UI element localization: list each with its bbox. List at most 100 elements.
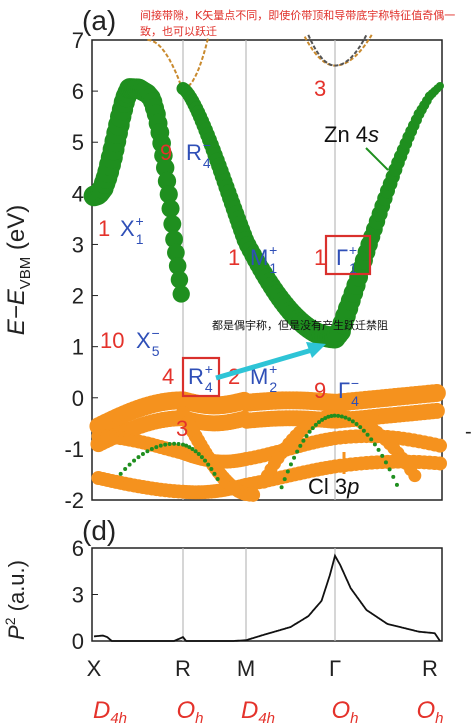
deg-1-x: 1 xyxy=(98,216,110,241)
cb-point xyxy=(161,199,180,218)
vb-green-dot xyxy=(209,467,214,472)
sym-d4h-1: D4h xyxy=(93,697,127,727)
vb-green-dot xyxy=(332,413,337,418)
y-tick-label-a: 2 xyxy=(72,284,84,309)
vb-green-dot xyxy=(339,414,344,419)
vb-green-dot xyxy=(343,415,348,420)
vb-green-dot xyxy=(313,422,318,427)
panel-a-label: (a) xyxy=(82,5,116,36)
zn-4s-label: Zn 4s xyxy=(324,122,379,147)
y-tick-label-a: 7 xyxy=(72,28,84,53)
vb-green-dot xyxy=(167,441,172,446)
deg-9-r: 9 xyxy=(160,140,172,165)
sym-oh-1: Oh xyxy=(176,697,203,727)
cb-point xyxy=(163,215,182,233)
kpoint-m: M xyxy=(237,656,255,681)
ylabel-main-a: E−E xyxy=(3,288,30,335)
vb-green-dot xyxy=(361,428,366,433)
vb-low-point xyxy=(433,456,447,471)
vb-green-dot xyxy=(203,458,208,463)
y-tick-label-d: 3 xyxy=(72,583,84,608)
vb-green-dot xyxy=(279,485,284,490)
label-gamma4-minus: Γ4− xyxy=(338,375,359,409)
vb-green-dot xyxy=(123,467,128,472)
vb-green-dot xyxy=(316,420,321,425)
sym-d4h-2: D4h xyxy=(241,697,275,727)
upper-band-1 xyxy=(147,39,184,92)
sym-oh-3: Oh xyxy=(416,697,443,727)
y-tick-label-a: -1 xyxy=(64,437,84,462)
vb-mid-point xyxy=(433,438,447,453)
vb-green-dot xyxy=(172,441,177,446)
vb-green-dot xyxy=(310,426,315,431)
vb-green-dot xyxy=(132,458,137,463)
deg-10: 10 xyxy=(100,328,124,353)
kpoint-x: X xyxy=(87,656,102,681)
vb-top-point xyxy=(427,383,446,402)
vb-green-dot xyxy=(394,482,399,487)
vb-green-dot xyxy=(154,445,159,450)
svg-text:P2 (a.u.): P2 (a.u.) xyxy=(2,560,29,640)
panel-d-frame xyxy=(91,547,443,642)
vb-green-dot xyxy=(206,462,211,467)
vb-green-dot xyxy=(292,455,297,460)
vb-green-dot xyxy=(163,442,168,447)
vb-arc-point xyxy=(408,469,422,483)
label-m1-plus: M1+ xyxy=(250,242,277,276)
label-r4-minus: R4− xyxy=(186,137,211,171)
upper-band-4 xyxy=(307,34,368,67)
site-symmetry-labels: D4h Oh D4h Oh Oh xyxy=(93,697,444,727)
ylabel-sub-a: VBM xyxy=(17,257,34,290)
zn-pointer-line xyxy=(365,147,389,171)
vb-green-dot xyxy=(199,455,204,460)
vb-green-dot xyxy=(149,446,154,451)
vb-green-dot xyxy=(347,417,352,422)
deg-3-top: 3 xyxy=(314,76,326,101)
cb-point xyxy=(172,285,190,303)
panel-d: 0 3 6 xyxy=(72,536,443,654)
label-r4-plus: R4+ xyxy=(188,361,213,395)
vb-green-dot xyxy=(298,443,303,448)
label-x1-plus: X1+ xyxy=(120,213,144,247)
p2-curve xyxy=(93,553,441,642)
vb-green-dot xyxy=(140,452,145,456)
cb-point xyxy=(170,270,189,289)
vb-green-dot xyxy=(181,442,185,447)
cb-point xyxy=(167,243,185,262)
y-axis-label-d: P2 (a.u.) xyxy=(2,560,29,640)
kpoint-labels: X R M Γ R xyxy=(87,656,438,681)
vb-green-dot xyxy=(282,477,287,482)
y-tick-label-a: 3 xyxy=(72,232,84,257)
deg-1-m: 1 xyxy=(228,245,240,270)
vb-green-dot xyxy=(118,471,123,476)
vb-green-dot xyxy=(145,449,150,454)
vb-green-dot xyxy=(387,467,392,472)
cb-point xyxy=(168,257,187,275)
label-m2-plus: M2+ xyxy=(250,361,277,395)
y-tick-label-a: 1 xyxy=(72,335,84,360)
cb-point xyxy=(165,230,184,249)
vb-green-dot xyxy=(295,449,300,454)
vb-green-dot xyxy=(320,417,325,422)
deg-9-gamma: 9 xyxy=(314,378,326,403)
vb-green-dot xyxy=(380,453,385,458)
vb-green-dot xyxy=(127,462,132,467)
vb-green-dot xyxy=(307,429,312,434)
y-tick-label-d: 0 xyxy=(72,629,84,654)
cb-point xyxy=(436,82,444,90)
vb-green-dot xyxy=(365,432,370,437)
panel-a: -2 -1 0 1 2 3 4 5 6 7 xyxy=(64,28,447,513)
y-tick-label-a: 0 xyxy=(72,386,84,411)
vb-green-dot xyxy=(376,447,381,452)
ylabel-main-d: P xyxy=(4,625,29,640)
vb-green-dot xyxy=(391,474,396,479)
vb-green-dot xyxy=(158,443,163,448)
cb-point xyxy=(157,171,177,191)
vb-green-dot xyxy=(323,416,328,421)
vb-green-dot xyxy=(329,413,334,418)
vb-green-dot xyxy=(301,438,306,443)
vb-drop-point xyxy=(246,487,261,502)
vb-green-dot xyxy=(358,425,363,430)
gamma1-highlight-box xyxy=(324,234,372,276)
